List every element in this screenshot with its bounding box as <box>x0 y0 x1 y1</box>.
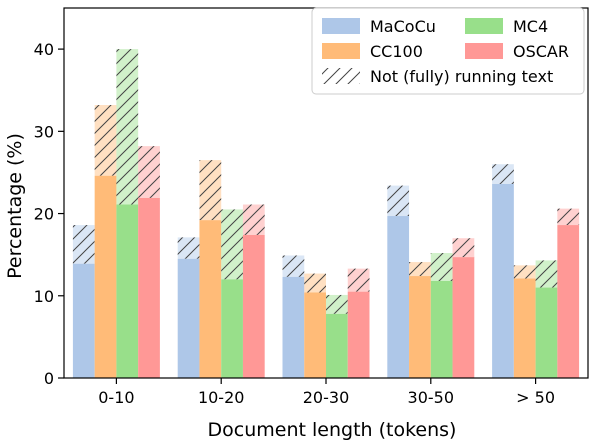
bar-hatch-overlay-macocu-3 <box>387 185 410 217</box>
bar-hatch-overlay-oscar-2 <box>347 268 370 292</box>
bar-solid-mc4-0 <box>116 204 139 378</box>
bar-hatch-overlay-mc4-2 <box>326 294 348 314</box>
bar-solid-oscar-3 <box>452 257 475 378</box>
x-tick-label: 10-20 <box>198 388 245 407</box>
y-tick-label: 0 <box>44 369 54 388</box>
bar-solid-macocu-2 <box>282 276 305 378</box>
legend-swatch-oscar <box>465 43 503 59</box>
bar-hatch-overlay-cc100-0 <box>94 105 117 176</box>
legend-label-oscar: OSCAR <box>513 42 569 61</box>
bar-hatch-overlay-mc4-3 <box>430 253 453 281</box>
bar-hatch-overlay-mc4-4 <box>535 260 558 288</box>
bar-solid-macocu-0 <box>72 263 95 378</box>
legend-label-mc4: MC4 <box>513 17 548 36</box>
legend-swatch-hatch <box>322 68 360 84</box>
bar-hatch-overlay-macocu-4 <box>492 164 514 184</box>
bar-solid-oscar-2 <box>347 291 370 378</box>
x-ticks: 0-10 10-20 20-30 30-50 > 50 <box>98 378 555 407</box>
x-tick-label: 20-30 <box>303 388 350 407</box>
bar-solid-oscar-4 <box>557 225 580 378</box>
y-tick-label: 30 <box>34 122 54 141</box>
bar-hatch-overlay-macocu-2 <box>282 255 305 277</box>
bar-hatch-overlay-cc100-1 <box>199 160 222 221</box>
bar-hatch-overlay-oscar-4 <box>557 208 580 226</box>
bar-hatch-overlay-mc4-0 <box>116 49 139 205</box>
legend-label-cc100: CC100 <box>370 42 423 61</box>
x-axis-label: Document length (tokens) <box>208 419 457 440</box>
bar-solid-oscar-1 <box>242 234 265 378</box>
bar-hatch-overlay-macocu-0 <box>72 225 95 264</box>
bar-solid-mc4-3 <box>430 280 453 378</box>
bar-hatch-overlay-oscar-0 <box>138 146 160 198</box>
bar-solid-cc100-1 <box>199 220 222 378</box>
bars-group <box>72 49 580 378</box>
y-tick-label: 40 <box>34 40 54 59</box>
legend-label-hatch: Not (fully) running text <box>370 67 553 86</box>
y-ticks: 0 10 20 30 40 <box>34 40 64 388</box>
bar-hatch-overlay-cc100-4 <box>513 265 536 279</box>
x-tick-label: > 50 <box>516 388 555 407</box>
legend-label-macocu: MaCoCu <box>370 17 436 36</box>
y-tick-label: 20 <box>34 205 54 224</box>
legend-swatch-macocu <box>322 18 360 34</box>
bar-hatch-overlay-oscar-3 <box>452 238 475 258</box>
bar-solid-macocu-3 <box>387 216 410 378</box>
bar-solid-cc100-3 <box>409 276 431 378</box>
x-tick-label: 0-10 <box>98 388 134 407</box>
y-axis-label: Percentage (%) <box>4 133 26 279</box>
bar-hatch-overlay-macocu-1 <box>177 237 200 259</box>
x-tick-label: 30-50 <box>408 388 455 407</box>
bar-hatch-overlay-cc100-2 <box>304 273 326 293</box>
bar-solid-mc4-4 <box>535 287 558 378</box>
bar-solid-macocu-4 <box>492 183 514 378</box>
bar-solid-oscar-0 <box>138 197 160 378</box>
bar-solid-mc4-1 <box>221 279 243 378</box>
y-tick-label: 10 <box>34 287 54 306</box>
bar-hatch-overlay-oscar-1 <box>242 204 265 235</box>
legend-box <box>311 7 585 95</box>
bar-solid-cc100-0 <box>94 175 117 378</box>
legend: MaCoCu CC100 MC4 OSCAR Not (fully) running t… <box>311 7 585 95</box>
bar-solid-cc100-4 <box>513 278 536 378</box>
bar-hatch-overlay-mc4-1 <box>221 209 243 280</box>
bar-solid-mc4-2 <box>326 313 348 378</box>
legend-swatch-mc4 <box>465 18 503 34</box>
bar-hatch-overlay-cc100-3 <box>409 262 431 277</box>
bar-solid-macocu-1 <box>177 258 200 378</box>
legend-swatch-cc100 <box>322 43 360 59</box>
bar-solid-cc100-2 <box>304 292 326 378</box>
